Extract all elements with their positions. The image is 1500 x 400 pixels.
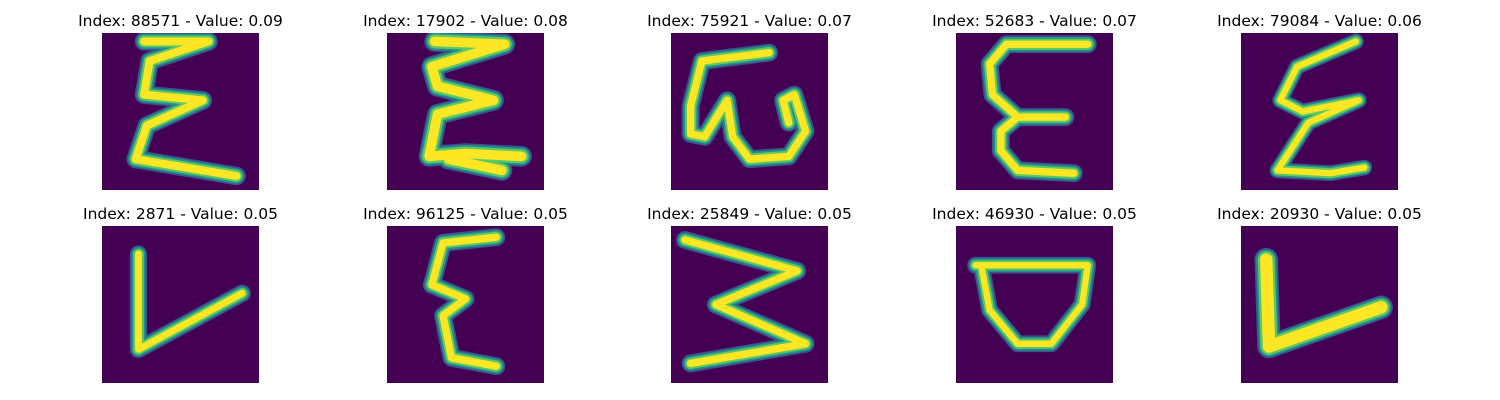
handwritten-letter-image: [387, 33, 544, 190]
handwritten-letter-image: [1241, 33, 1398, 190]
letter-stroke: [135, 250, 246, 353]
image-panel: Index: 52683 - Value: 0.07: [892, 11, 1177, 201]
image-title: Index: 96125 - Value: 0.05: [363, 205, 568, 223]
image-panel: Index: 79084 - Value: 0.06: [1177, 11, 1462, 201]
letter-stroke: [1274, 38, 1368, 177]
handwritten-letter-image: [387, 226, 544, 383]
letter-stroke: [686, 48, 810, 163]
image-title: Index: 79084 - Value: 0.06: [1217, 12, 1422, 30]
image-panel: Index: 75921 - Value: 0.07: [607, 11, 892, 201]
letter-stroke: [1260, 253, 1388, 353]
image-panel: Index: 96125 - Value: 0.05: [323, 204, 608, 394]
image-panel: Index: 88571 - Value: 0.09: [38, 11, 323, 201]
letter-stroke: [424, 36, 527, 162]
image-panel: Index: 25849 - Value: 0.05: [607, 204, 892, 394]
letter-stroke: [972, 262, 1091, 347]
letter-stroke: [681, 236, 810, 368]
handwritten-letter-image: [102, 33, 259, 190]
handwritten-letter-image: [671, 33, 828, 190]
letter-stroke: [443, 154, 507, 176]
image-title: Index: 88571 - Value: 0.09: [78, 12, 283, 30]
letter-stroke: [428, 233, 500, 370]
letter-stroke: [985, 40, 1092, 177]
handwritten-letter-image: [102, 226, 259, 383]
letter-stroke: [131, 37, 241, 180]
image-panel: Index: 20930 - Value: 0.05: [1177, 204, 1462, 394]
handwritten-letter-image: [671, 226, 828, 383]
image-panel: Index: 2871 - Value: 0.05: [38, 204, 323, 394]
image-title: Index: 46930 - Value: 0.05: [932, 205, 1137, 223]
image-title: Index: 20930 - Value: 0.05: [1217, 205, 1422, 223]
image-title: Index: 17902 - Value: 0.08: [363, 12, 568, 30]
image-title: Index: 2871 - Value: 0.05: [83, 205, 278, 223]
image-panel: Index: 46930 - Value: 0.05: [892, 204, 1177, 394]
image-panel: Index: 17902 - Value: 0.08: [323, 11, 608, 201]
image-title: Index: 25849 - Value: 0.05: [647, 205, 852, 223]
image-title: Index: 52683 - Value: 0.07: [932, 12, 1137, 30]
handwritten-letter-image: [1241, 226, 1398, 383]
image-title: Index: 75921 - Value: 0.07: [647, 12, 852, 30]
handwritten-letter-image: [956, 33, 1113, 190]
handwritten-letter-image: [956, 226, 1113, 383]
